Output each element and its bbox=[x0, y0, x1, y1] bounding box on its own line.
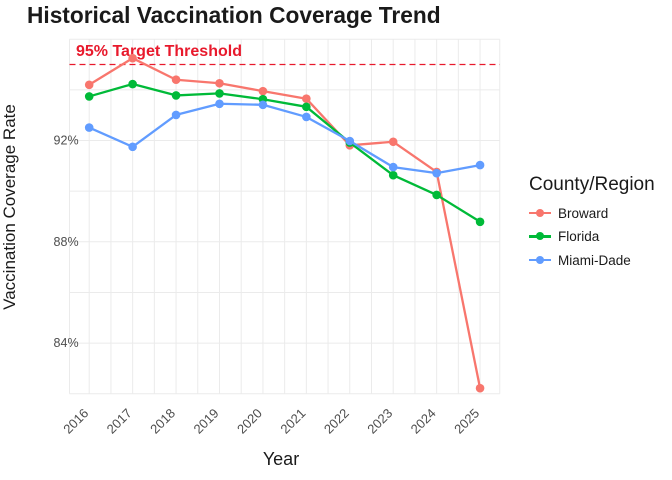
svg-text:92%: 92% bbox=[54, 134, 79, 148]
svg-text:84%: 84% bbox=[54, 336, 79, 350]
svg-text:95% Target Threshold: 95% Target Threshold bbox=[76, 43, 242, 60]
svg-text:88%: 88% bbox=[54, 235, 79, 249]
